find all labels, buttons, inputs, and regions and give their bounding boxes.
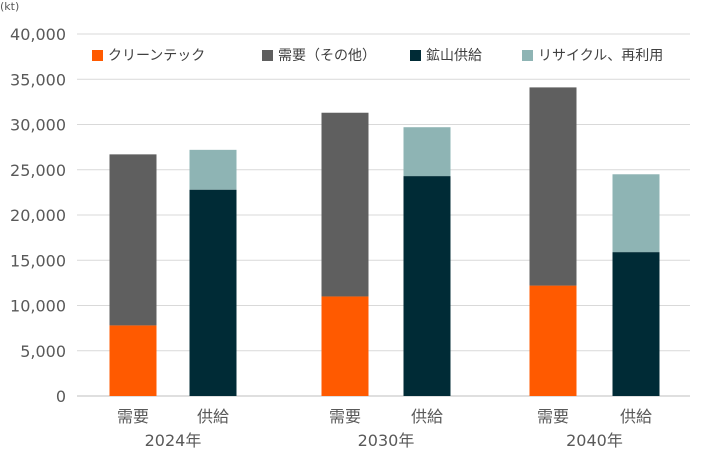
bar-segment [109,154,157,326]
x-category-label: 需要 [329,407,361,426]
bar-segment [529,285,577,396]
y-tick-label: 10,000 [10,297,66,316]
bar-stack [109,154,157,396]
bar-segment [189,189,237,396]
y-tick-label: 0 [56,387,66,406]
y-tick-label: 15,000 [10,251,66,270]
x-category-label: 供給 [411,407,443,426]
y-tick-label: 20,000 [10,206,66,225]
bar-segment [321,296,369,396]
legend-item: リサイクル、再利用 [522,48,663,64]
bar-segment [189,149,237,190]
legend-swatch [262,50,273,61]
bar-stack [321,112,369,396]
x-group-label: 2040年 [566,431,623,450]
x-category-label: 供給 [620,407,652,426]
bar-stack [612,174,660,396]
legend-swatch [522,50,533,61]
x-category-label: 需要 [537,407,569,426]
y-tick-label: 40,000 [10,25,66,44]
bar-segment [612,174,660,253]
legend-label: リサイクル、再利用 [538,48,663,64]
bars [109,87,660,396]
bar-segment [612,252,660,396]
bar-stack [189,149,237,396]
y-axis-unit-label: (kt) [0,0,19,13]
x-category-label: 供給 [197,407,229,426]
y-tick-label: 30,000 [10,116,66,135]
legend-swatch [92,50,103,61]
y-axis: (kt) 0 5,000 10,000 15,000 20,000 25,000 30,00… [0,0,66,406]
x-group-label: 2024年 [145,431,202,450]
gridlines [77,33,690,397]
y-tick-label: 5,000 [20,342,66,361]
x-category-label: 需要 [117,407,149,426]
legend-item: クリーンテック [92,48,205,64]
legend-label: 鉱山供給 [426,47,482,64]
y-tick-label: 35,000 [10,70,66,89]
y-tick-label: 25,000 [10,161,66,180]
legend-label: クリーンテック [108,48,205,64]
bar-segment [403,176,451,396]
legend-label: 需要（その他） [278,48,376,64]
legend-swatch [410,50,421,61]
x-axis: 需要 供給 2024年 需要 供給 2030年 需要 供給 2040年 [117,407,652,450]
bar-segment [403,127,451,177]
legend-item: 需要（その他） [262,48,376,64]
legend-item: 鉱山供給 [410,47,482,64]
bar-stack [403,127,451,396]
bar-stack [529,87,577,396]
bar-segment [109,325,157,396]
legend: クリーンテック 需要（その他） 鉱山供給 リサイクル、再利用 [92,47,663,64]
bar-segment [321,112,369,297]
bar-segment [529,87,577,286]
x-group-label: 2030年 [358,431,415,450]
